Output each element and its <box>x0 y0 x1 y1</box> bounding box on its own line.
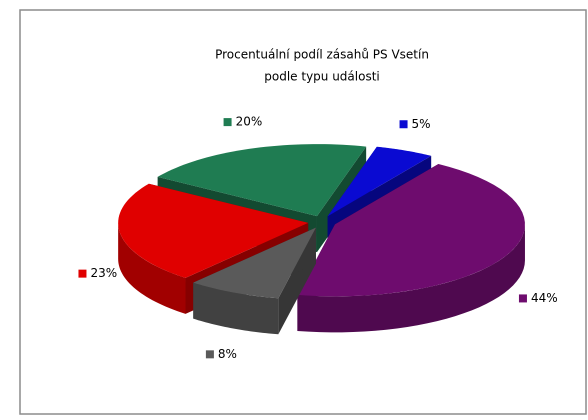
data-label: 8% <box>218 347 237 361</box>
legend-key <box>399 120 408 129</box>
legend-key <box>223 118 232 127</box>
slice <box>327 146 432 217</box>
chart-title: Procentuální podíl zásahů PS Vsetín <box>215 48 429 62</box>
slice-side <box>297 224 525 333</box>
data-label: 23% <box>90 266 117 280</box>
legend-key <box>205 350 214 359</box>
slice <box>297 163 525 297</box>
slice <box>193 227 316 335</box>
slice <box>157 144 367 217</box>
slice <box>118 183 309 278</box>
slice-side <box>118 222 186 314</box>
data-label: 20% <box>236 115 263 129</box>
chart-title: podle typu události <box>264 70 380 84</box>
legend-key <box>518 294 527 303</box>
slice <box>193 227 316 299</box>
slice-side <box>193 282 279 335</box>
data-label: 5% <box>412 117 431 131</box>
slice <box>297 163 525 333</box>
data-label: 44% <box>531 291 558 305</box>
legend-key <box>78 269 87 278</box>
